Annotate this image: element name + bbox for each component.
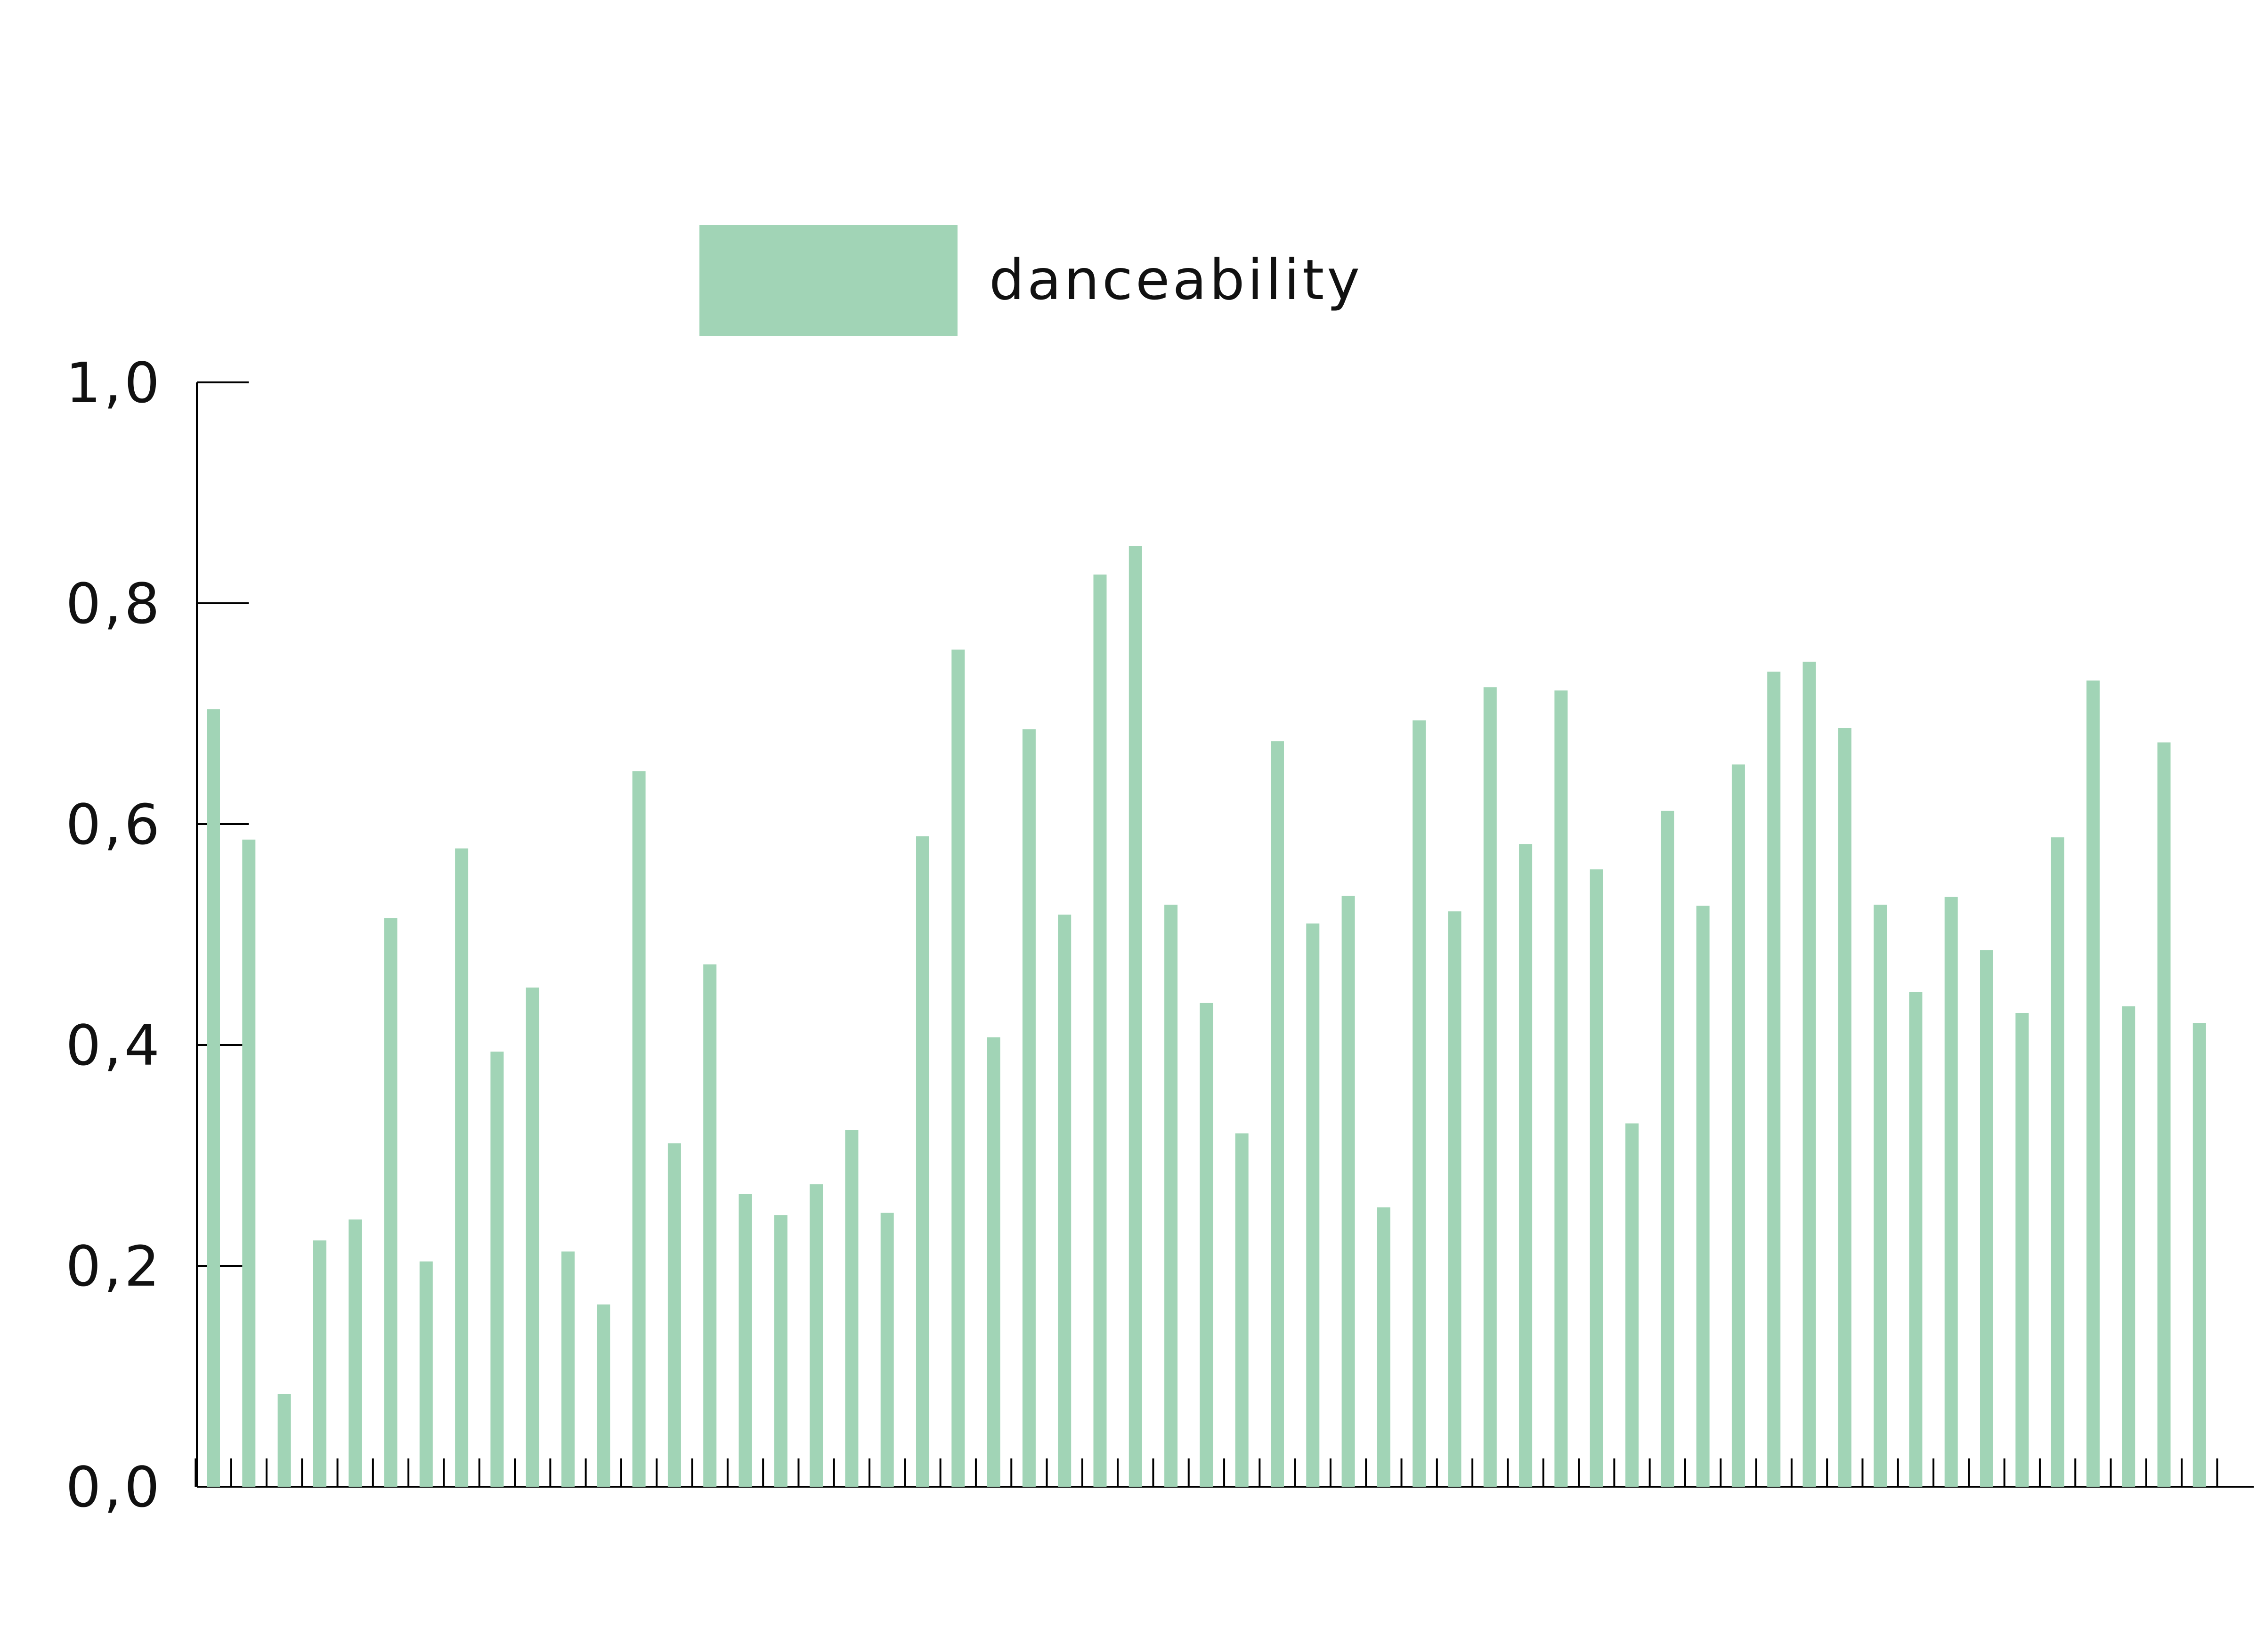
bar — [2086, 680, 2100, 1487]
bar — [1802, 662, 1816, 1487]
bar — [1164, 905, 1178, 1487]
bar — [880, 1213, 894, 1487]
legend: danceability — [699, 225, 1363, 336]
y-tick-label: 0,0 — [65, 1455, 162, 1520]
bar — [1519, 844, 1533, 1487]
bar — [1980, 950, 1993, 1487]
bar — [242, 839, 256, 1487]
bar — [739, 1194, 752, 1487]
bars — [207, 546, 2206, 1487]
bar — [1944, 897, 1958, 1487]
bar — [2051, 837, 2064, 1487]
bar — [1661, 810, 1674, 1487]
bar — [2122, 1006, 2135, 1487]
bar — [526, 988, 539, 1487]
bar — [987, 1037, 1000, 1487]
bar — [632, 771, 646, 1487]
legend-label-danceability: danceability — [989, 247, 1363, 312]
bar — [1554, 690, 1568, 1487]
y-tick-label: 1,0 — [65, 350, 162, 415]
y-tick-label: 0,8 — [65, 571, 162, 636]
bar — [1341, 896, 1355, 1487]
legend-swatch — [699, 225, 958, 336]
bar — [1200, 1003, 1213, 1487]
bar — [2192, 1023, 2206, 1487]
bar — [1590, 869, 1603, 1487]
bar — [916, 836, 929, 1487]
bar — [1058, 915, 1072, 1487]
y-axis: 0,0 0,2 0,4 0,6 0,8 1,0 — [65, 350, 249, 1520]
bar — [703, 964, 717, 1487]
bar — [1306, 923, 1320, 1487]
bar — [277, 1394, 291, 1487]
bar — [1448, 911, 1461, 1487]
bar — [667, 1143, 681, 1487]
bar — [2157, 742, 2171, 1487]
bar — [2015, 1012, 2029, 1487]
y-tick-label: 0,4 — [65, 1013, 162, 1078]
bar — [1696, 906, 1710, 1487]
bar — [313, 1240, 326, 1487]
bar — [1377, 1207, 1390, 1487]
bar — [1909, 992, 1923, 1487]
bar — [1022, 729, 1036, 1487]
bar — [455, 848, 469, 1487]
bar — [1483, 687, 1497, 1487]
bar — [774, 1215, 788, 1487]
bar — [384, 918, 398, 1487]
bar — [810, 1184, 823, 1487]
bar — [490, 1052, 504, 1487]
bar — [1874, 905, 1887, 1487]
bar — [419, 1261, 433, 1487]
bar — [561, 1251, 575, 1487]
bar — [1625, 1123, 1639, 1487]
bar — [1235, 1133, 1249, 1487]
bar — [1093, 575, 1107, 1487]
bar — [1767, 672, 1781, 1487]
bar — [1731, 764, 1745, 1487]
bar — [207, 709, 220, 1487]
bar — [951, 649, 965, 1487]
bar — [597, 1304, 610, 1487]
bar — [1271, 741, 1284, 1487]
bar — [845, 1130, 859, 1487]
bar — [349, 1219, 362, 1487]
y-tick-label: 0,6 — [65, 792, 162, 857]
y-tick-label: 0,2 — [65, 1234, 162, 1299]
bar — [1838, 728, 1851, 1487]
bar — [1413, 720, 1426, 1487]
bar — [1128, 546, 1142, 1487]
